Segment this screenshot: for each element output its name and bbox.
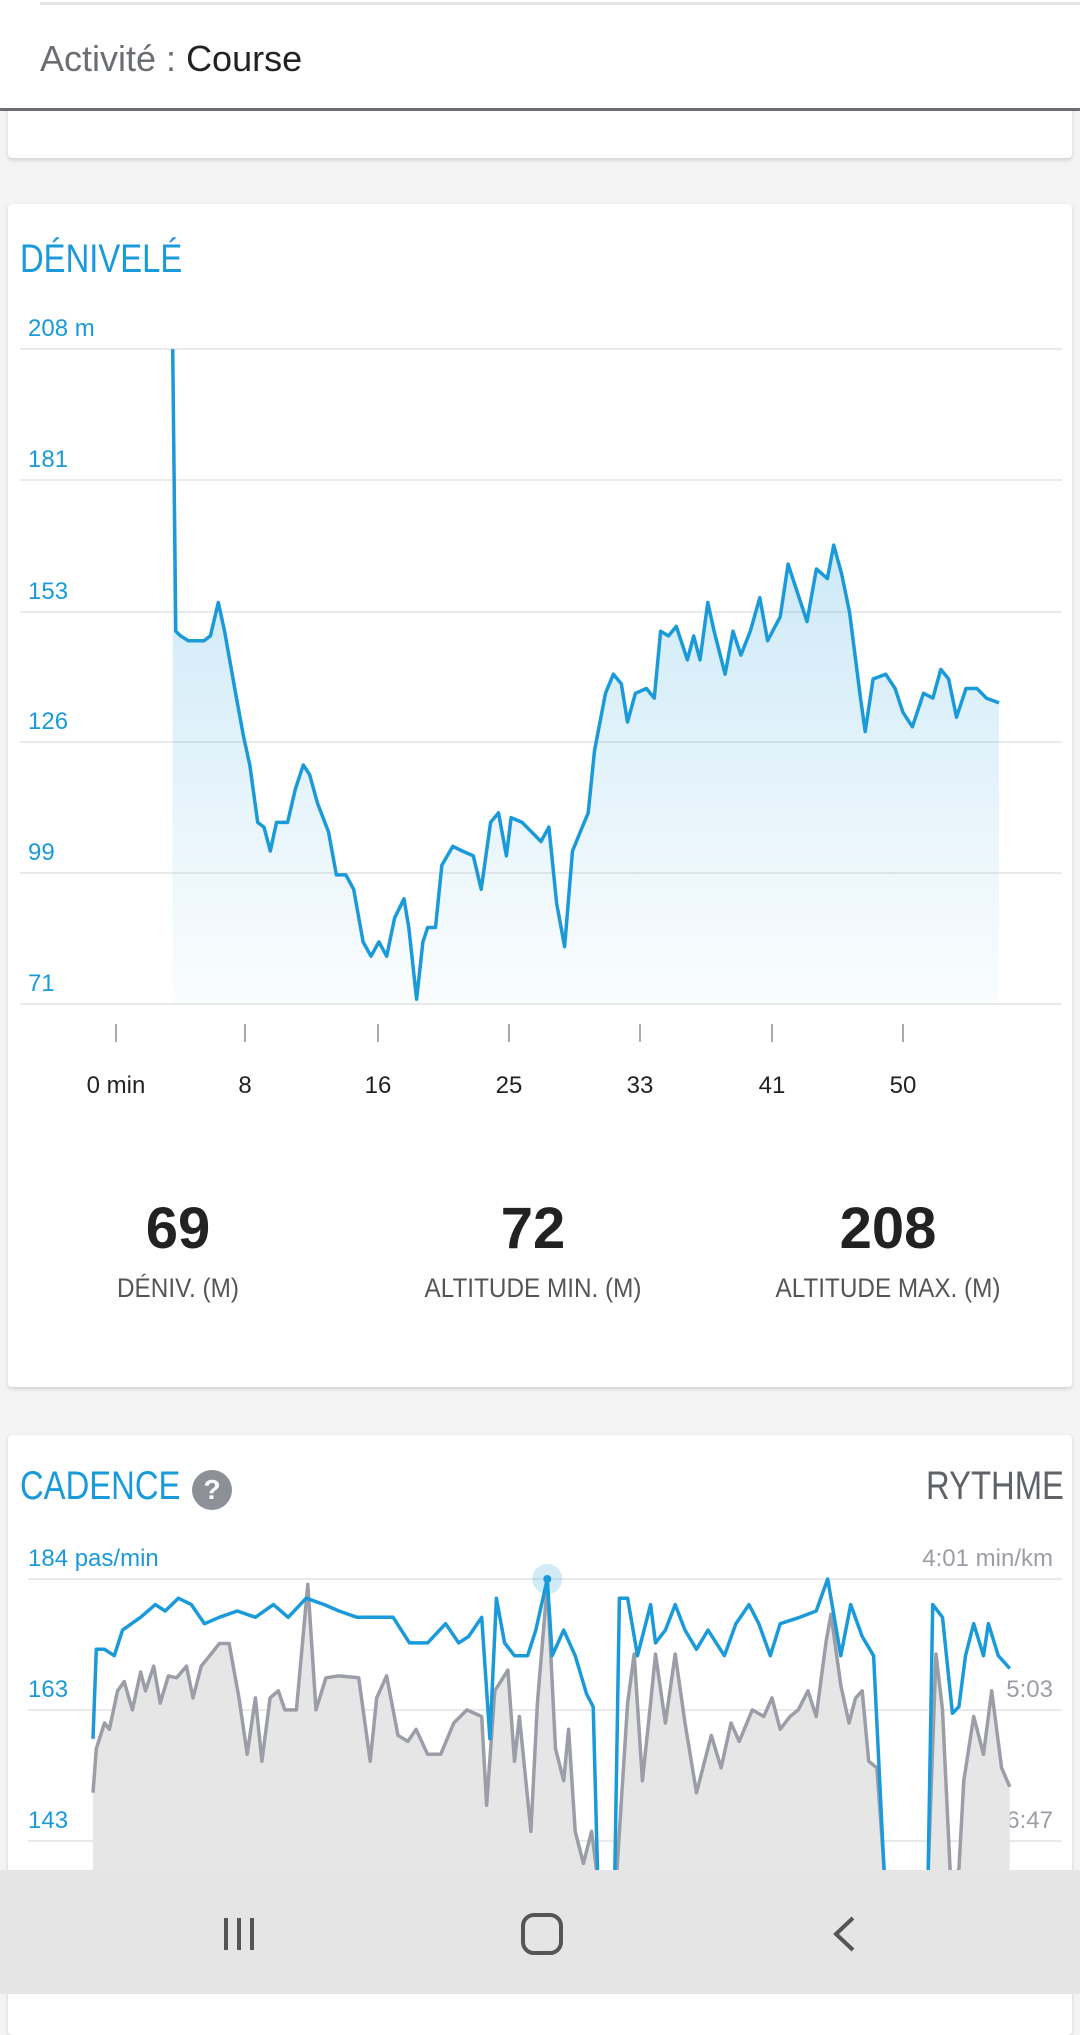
stat-value: 208 <box>839 1196 937 1261</box>
elevation-x-tick: 50 <box>889 1072 917 1099</box>
cadence-line <box>91 1577 1012 1870</box>
elevation-x-tick: 25 <box>495 1072 523 1099</box>
elevation-x-tick: 8 <box>238 1072 252 1099</box>
elevation-x-tick: 0 min <box>86 1072 146 1099</box>
pace-area <box>93 1584 1010 1870</box>
cadence-y-tick: 163 <box>28 1676 69 1703</box>
divider <box>40 2 1080 5</box>
cadence-title: CADENCE <box>20 1464 181 1508</box>
elevation-area <box>172 349 1000 1005</box>
elevation-title: DÉNIVELÉ <box>20 237 183 281</box>
cadence-y-tick: 184 pas/min <box>28 1545 159 1572</box>
elevation-y-tick: 181 <box>28 446 69 473</box>
stat-label: DÉNIV. (M) <box>117 1273 239 1303</box>
elevation-y-tick: 71 <box>28 970 55 997</box>
cadence-plot <box>91 1564 1012 1870</box>
stat-value: 72 <box>500 1196 566 1261</box>
elevation-y-tick: 208 m <box>28 315 95 342</box>
cadence-highlight-point <box>543 1575 552 1583</box>
system-nav-bar <box>0 1870 1080 1994</box>
activity-label: Activité : <box>40 38 177 79</box>
recent-apps-icon[interactable] <box>224 1918 254 1950</box>
pace-y-tick: 5:03 <box>1006 1676 1053 1703</box>
stat-label: ALTITUDE MAX. (M) <box>775 1273 1001 1303</box>
back-icon[interactable] <box>833 1916 855 1952</box>
pace-y-tick: 6:47 <box>1006 1807 1053 1834</box>
charts-canvas <box>20 348 1062 1870</box>
stat-value: 69 <box>145 1196 211 1261</box>
question-circle-icon[interactable]: ? <box>192 1470 232 1510</box>
cadence-y-tick: 143 <box>28 1807 69 1834</box>
elevation-line <box>170 349 1000 1001</box>
activity-value: Course <box>186 38 303 79</box>
activity-header: Activité : Course <box>0 0 1080 111</box>
nav-icons <box>224 1913 855 1955</box>
pace-y-tick: 4:01 min/km <box>922 1545 1053 1572</box>
activity-type[interactable]: Activité : Course <box>40 38 302 80</box>
elevation-x-tick: 16 <box>364 1072 392 1099</box>
elevation-x-tick: 41 <box>758 1072 786 1099</box>
home-icon[interactable] <box>521 1913 563 1955</box>
elevation-y-tick: 99 <box>28 839 55 866</box>
elevation-y-tick: 126 <box>28 708 69 735</box>
stat-label: ALTITUDE MIN. (M) <box>424 1273 642 1303</box>
pace-title: RYTHME <box>926 1464 1064 1508</box>
elevation-x-tick: 33 <box>626 1072 654 1099</box>
elevation-y-tick: 153 <box>28 578 69 605</box>
